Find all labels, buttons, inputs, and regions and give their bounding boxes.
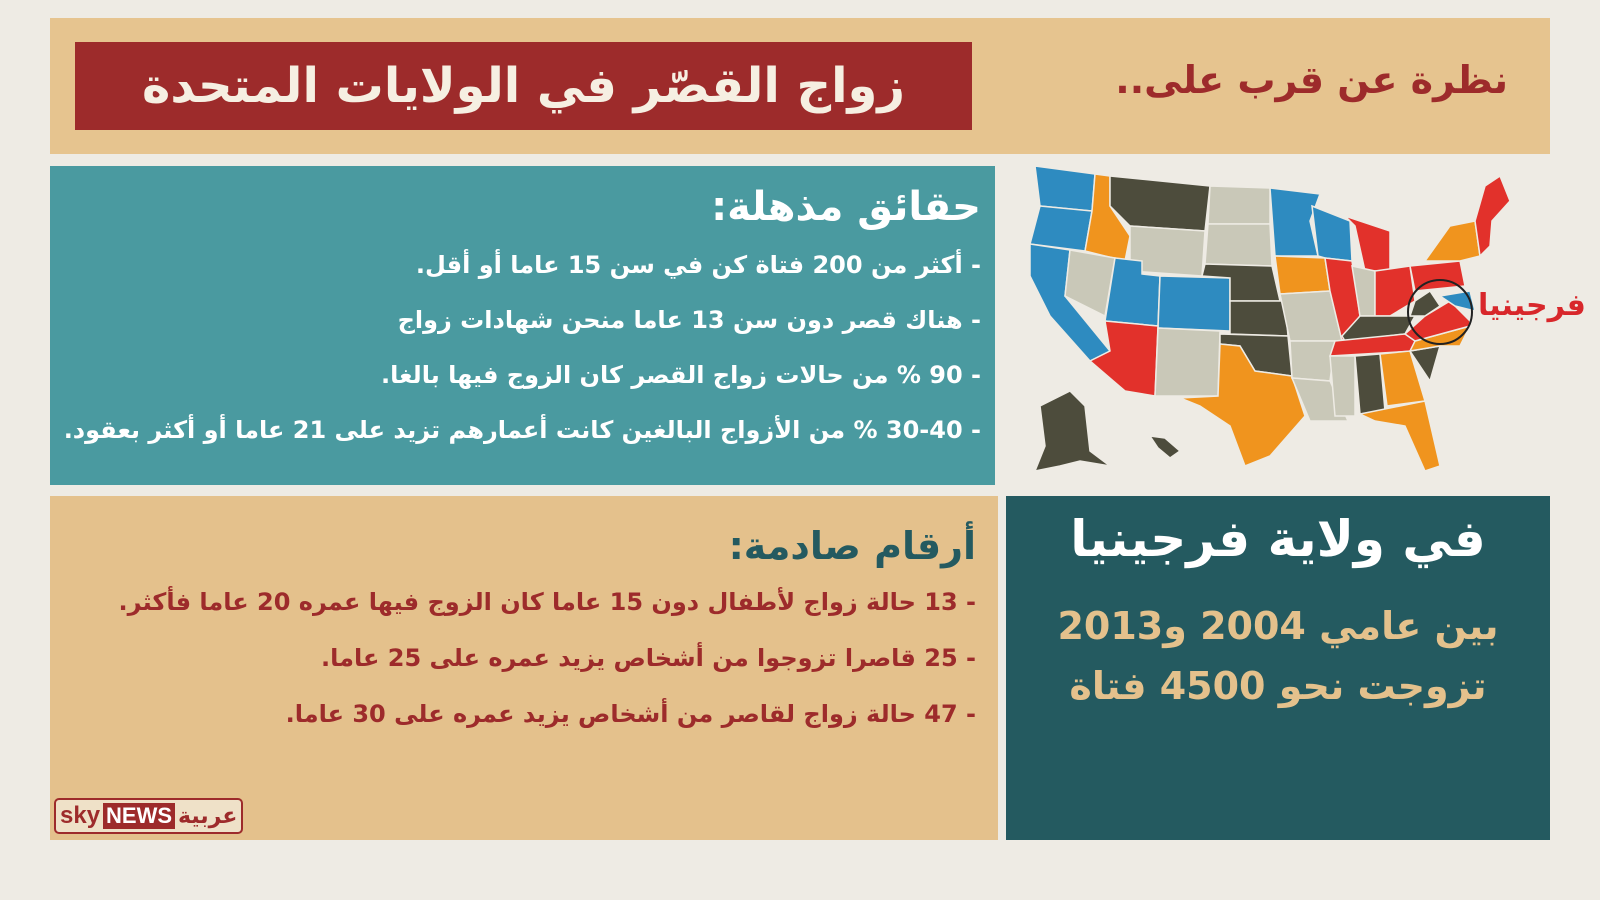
state-or (1030, 205, 1093, 252)
state-ms (1329, 355, 1356, 417)
logo-arabic: عربية (178, 803, 238, 829)
number-item: - 25 قاصرا تزوجوا من أشخاص يزيد عمره على… (321, 644, 976, 672)
virginia-heading: في ولاية فرجينيا (1070, 510, 1486, 568)
logo-news: NEWS (103, 803, 176, 829)
state-ar (1289, 340, 1336, 382)
state-wi (1311, 204, 1353, 262)
fact-item: - 90 % من حالات زواج القصر كان الزوج فيه… (381, 361, 981, 389)
state-ny (1423, 220, 1481, 262)
virginia-line-2: تزوجت نحو 4500 فتاة (1069, 664, 1487, 708)
numbers-heading: أرقام صادمة: (728, 524, 976, 568)
state-co (1157, 275, 1231, 332)
fact-item: - أكثر من 200 فتاة كن في سن 15 عاما أو أ… (415, 251, 981, 279)
logo-sky: sky (60, 802, 101, 829)
page-title: زواج القصّر في الولايات المتحدة (141, 58, 906, 114)
fact-item: - هناك قصر دون سن 13 عاما منحن شهادات زو… (397, 306, 981, 334)
us-map (1030, 166, 1511, 473)
virginia-highlight-circle (1407, 279, 1473, 345)
state-wa (1034, 166, 1096, 212)
subtitle: نظرة عن قرب على.. (1115, 58, 1508, 102)
facts-panel: حقائق مذهلة: - أكثر من 200 فتاة كن في سن… (50, 166, 995, 485)
state-ks (1229, 300, 1289, 337)
number-item: - 47 حالة زواج لقاصر من أشخاص يزيد عمره … (285, 700, 976, 728)
state-oh (1374, 265, 1416, 317)
title-box: زواج القصّر في الولايات المتحدة (75, 42, 972, 130)
state-nv (1064, 249, 1116, 318)
virginia-panel: في ولاية فرجينيا بين عامي 2004 و2013 تزو… (1006, 496, 1550, 840)
virginia-map-label: فرجينيا (1478, 288, 1586, 323)
state-nd (1207, 185, 1271, 225)
state-sd (1204, 223, 1273, 267)
state-nm (1154, 327, 1221, 397)
sky-news-arabia-logo: sky NEWS عربية (54, 798, 244, 834)
state-new-england (1474, 174, 1511, 258)
state-pa (1409, 260, 1466, 292)
state-hi (1148, 435, 1182, 459)
number-item: - 13 حالة زواج لأطفال دون 15 عاما كان ال… (118, 588, 976, 616)
state-mn (1269, 187, 1322, 257)
state-ak (1033, 390, 1111, 473)
state-mt (1109, 175, 1211, 232)
state-wv (1408, 289, 1442, 317)
virginia-line-1: بين عامي 2004 و2013 (1057, 604, 1499, 648)
facts-heading: حقائق مذهلة: (711, 184, 981, 230)
state-az (1088, 320, 1159, 397)
state-tx (1179, 343, 1306, 467)
state-fl (1357, 400, 1441, 472)
state-md (1438, 290, 1477, 313)
state-ia (1274, 255, 1331, 295)
numbers-panel: أرقام صادمة: - 13 حالة زواج لأطفال دون 1… (50, 496, 998, 840)
fact-item: - 30-40 % من الأزواج البالغين كانت أعمار… (63, 416, 981, 444)
